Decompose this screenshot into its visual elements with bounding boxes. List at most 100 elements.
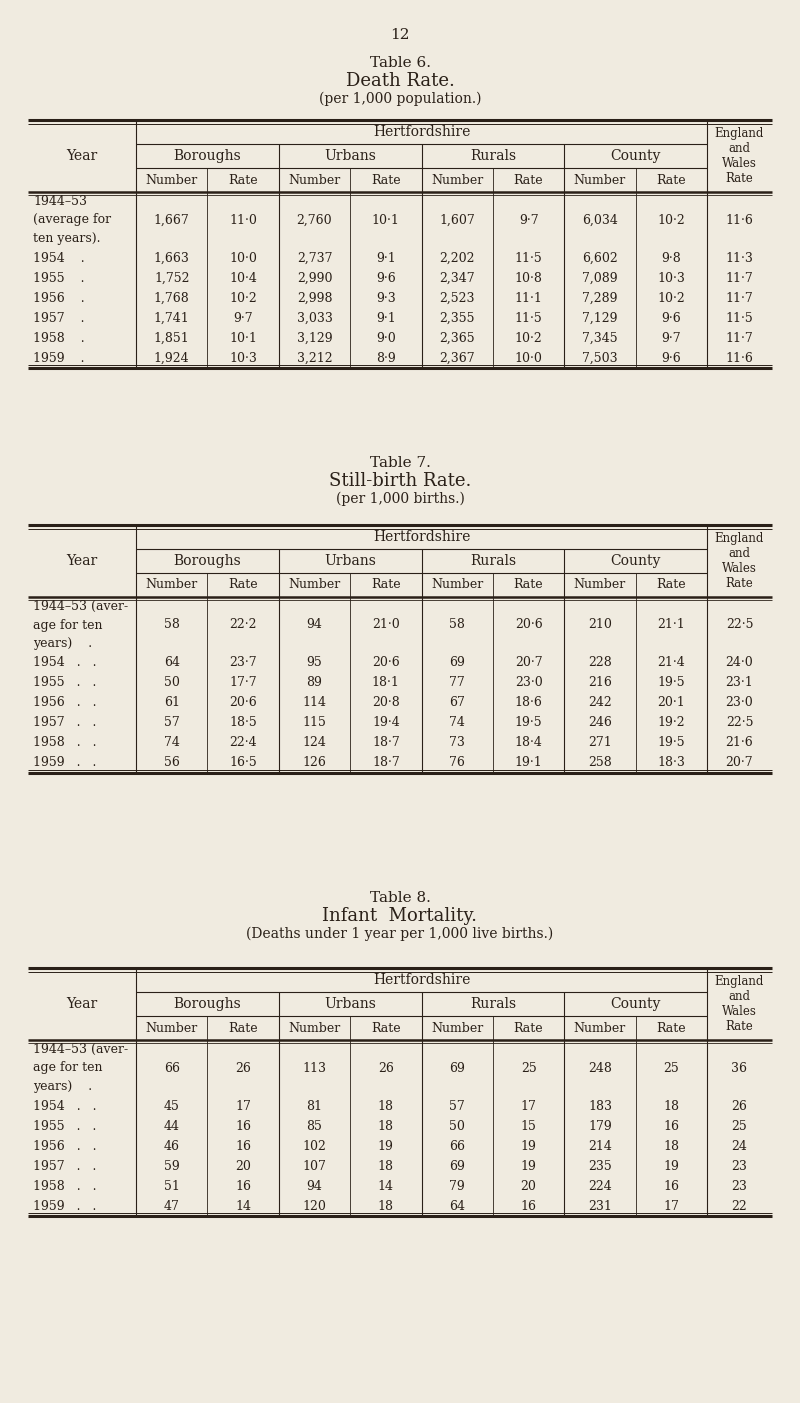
Text: Rate: Rate [514,578,543,592]
Text: Table 8.: Table 8. [370,891,430,905]
Text: 16: 16 [663,1120,679,1132]
Text: 10·0: 10·0 [514,352,542,365]
Text: 3,129: 3,129 [297,331,332,345]
Text: Urbans: Urbans [324,998,376,1012]
Text: 1944–53 (aver-: 1944–53 (aver- [33,600,128,613]
Text: Rurals: Rurals [470,554,516,568]
Text: 19·2: 19·2 [658,717,685,730]
Text: 10·2: 10·2 [658,213,685,226]
Text: 1,924: 1,924 [154,352,190,365]
Text: 50: 50 [164,676,180,689]
Text: 10·3: 10·3 [658,272,686,285]
Text: Year: Year [66,149,98,163]
Text: (per 1,000 births.): (per 1,000 births.) [335,492,465,506]
Text: 1955    .: 1955 . [33,272,85,285]
Text: 61: 61 [164,696,180,710]
Text: 1,667: 1,667 [154,213,190,226]
Text: 115: 115 [302,717,326,730]
Text: 10·8: 10·8 [514,272,542,285]
Text: 16: 16 [235,1120,251,1132]
Text: 2,202: 2,202 [439,251,475,265]
Text: Rate: Rate [228,174,258,187]
Text: 1957    .: 1957 . [33,311,85,324]
Text: 10·4: 10·4 [229,272,257,285]
Text: 17: 17 [235,1100,251,1113]
Text: 21·4: 21·4 [658,657,685,669]
Text: 16·5: 16·5 [229,756,257,769]
Text: Still-birth Rate.: Still-birth Rate. [329,471,471,490]
Text: England
and
Wales
Rate: England and Wales Rate [715,975,764,1033]
Text: years)    .: years) . [33,1080,92,1093]
Text: Boroughs: Boroughs [174,998,242,1012]
Text: 74: 74 [450,717,465,730]
Text: 57: 57 [450,1100,465,1113]
Text: 19: 19 [521,1159,537,1173]
Text: 69: 69 [450,657,465,669]
Text: Number: Number [431,1021,483,1034]
Text: 11·6: 11·6 [726,213,754,226]
Text: 79: 79 [450,1180,465,1193]
Text: 231: 231 [588,1200,612,1212]
Text: 16: 16 [521,1200,537,1212]
Text: 11·7: 11·7 [726,331,754,345]
Text: 6,602: 6,602 [582,251,618,265]
Text: 17: 17 [521,1100,537,1113]
Text: 67: 67 [450,696,465,710]
Text: Number: Number [431,174,483,187]
Text: 18: 18 [378,1100,394,1113]
Text: 66: 66 [449,1139,465,1152]
Text: 11·6: 11·6 [726,352,754,365]
Text: 183: 183 [588,1100,612,1113]
Text: Hertfordshire: Hertfordshire [373,125,470,139]
Text: 18·7: 18·7 [372,756,400,769]
Text: ten years).: ten years). [33,231,101,246]
Text: 21·6: 21·6 [726,737,754,749]
Text: 77: 77 [450,676,465,689]
Text: 16: 16 [663,1180,679,1193]
Text: 8·9: 8·9 [376,352,396,365]
Text: 19·1: 19·1 [514,756,542,769]
Text: 2,367: 2,367 [439,352,475,365]
Text: 1959    .: 1959 . [33,352,85,365]
Text: Number: Number [574,174,626,187]
Text: 11·5: 11·5 [514,251,542,265]
Text: 20·7: 20·7 [726,756,754,769]
Text: 20·8: 20·8 [372,696,400,710]
Text: 10·0: 10·0 [229,251,257,265]
Text: 74: 74 [164,737,180,749]
Text: 20·6: 20·6 [372,657,400,669]
Text: 25: 25 [663,1062,679,1075]
Text: County: County [610,149,661,163]
Text: Number: Number [574,578,626,592]
Text: years)    .: years) . [33,637,92,650]
Text: 242: 242 [588,696,612,710]
Text: 21·1: 21·1 [658,619,685,631]
Text: 20: 20 [235,1159,251,1173]
Text: 9·7: 9·7 [518,213,538,226]
Text: 9·7: 9·7 [662,331,681,345]
Text: 24·0: 24·0 [726,657,754,669]
Text: 36: 36 [731,1062,747,1075]
Text: 120: 120 [302,1200,326,1212]
Text: 258: 258 [588,756,612,769]
Text: 81: 81 [306,1100,322,1113]
Text: 271: 271 [588,737,612,749]
Text: 24: 24 [731,1139,747,1152]
Text: 102: 102 [302,1139,326,1152]
Text: Number: Number [288,578,341,592]
Text: 9·0: 9·0 [376,331,396,345]
Text: 56: 56 [164,756,180,769]
Text: 2,365: 2,365 [439,331,475,345]
Text: 1,752: 1,752 [154,272,190,285]
Text: 26: 26 [378,1062,394,1075]
Text: 19·5: 19·5 [658,737,685,749]
Text: 2,347: 2,347 [439,272,475,285]
Text: 26: 26 [235,1062,251,1075]
Text: 18·7: 18·7 [372,737,400,749]
Text: 2,523: 2,523 [439,292,475,304]
Text: Number: Number [288,1021,341,1034]
Text: 10·1: 10·1 [229,331,257,345]
Text: 1956    .: 1956 . [33,292,85,304]
Text: 12: 12 [390,28,410,42]
Text: age for ten: age for ten [33,619,102,631]
